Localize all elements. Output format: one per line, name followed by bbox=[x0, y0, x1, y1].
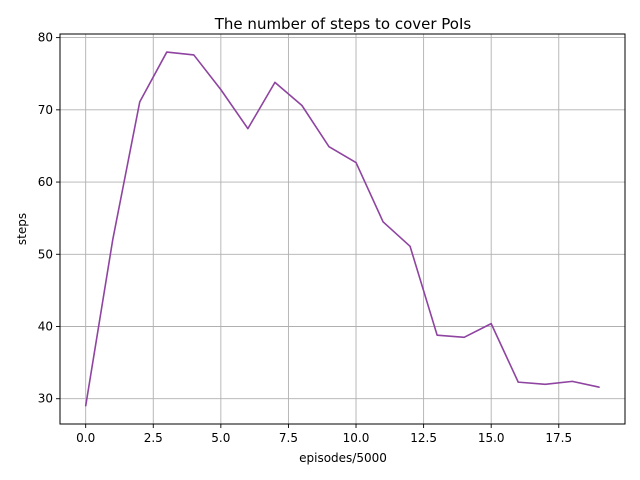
data-point bbox=[193, 54, 195, 56]
data-point bbox=[571, 380, 573, 382]
plot-frame bbox=[59, 33, 626, 425]
x-tick-label: 5.0 bbox=[211, 431, 230, 445]
x-axis-label: episodes/5000 bbox=[299, 451, 387, 465]
y-tick-label: 40 bbox=[38, 320, 53, 334]
x-tick-label: 7.5 bbox=[279, 431, 298, 445]
x-tick-label: 2.5 bbox=[144, 431, 163, 445]
data-point bbox=[301, 104, 303, 107]
data-point bbox=[382, 221, 384, 223]
data-point bbox=[112, 239, 114, 241]
series-line bbox=[84, 51, 600, 407]
y-tick-label: 30 bbox=[38, 392, 53, 406]
data-point bbox=[436, 334, 438, 336]
data-point bbox=[598, 386, 600, 388]
data-point bbox=[463, 336, 465, 338]
data-point bbox=[220, 89, 222, 91]
x-tick-label: 17.5 bbox=[545, 431, 572, 445]
series-layer bbox=[84, 51, 600, 407]
y-axis: 30 40 50 60 70 80 bbox=[38, 31, 60, 406]
data-point bbox=[409, 245, 411, 247]
data-point bbox=[328, 146, 330, 148]
data-point bbox=[544, 383, 546, 385]
chart-title: The number of steps to cover PoIs bbox=[214, 15, 472, 33]
data-point bbox=[247, 128, 249, 130]
data-point bbox=[355, 161, 357, 164]
x-axis: 0.0 2.5 5.0 7.5 10.0 12.5 15.0 17.5 bbox=[76, 424, 572, 445]
y-axis-label: steps bbox=[15, 213, 29, 245]
y-tick-label: 50 bbox=[38, 247, 53, 261]
data-point bbox=[139, 101, 141, 103]
x-tick-label: 0.0 bbox=[76, 431, 95, 445]
x-tick-label: 15.0 bbox=[478, 431, 505, 445]
y-tick-label: 80 bbox=[38, 31, 53, 45]
x-tick-label: 10.0 bbox=[343, 431, 370, 445]
x-tick-label: 12.5 bbox=[410, 431, 437, 445]
data-point bbox=[166, 51, 168, 53]
data-point bbox=[517, 381, 519, 383]
data-point bbox=[274, 81, 276, 83]
grid bbox=[60, 34, 625, 424]
y-tick-label: 70 bbox=[38, 103, 53, 117]
y-tick-label: 60 bbox=[38, 175, 53, 189]
data-point bbox=[85, 405, 87, 407]
data-point bbox=[490, 323, 492, 325]
